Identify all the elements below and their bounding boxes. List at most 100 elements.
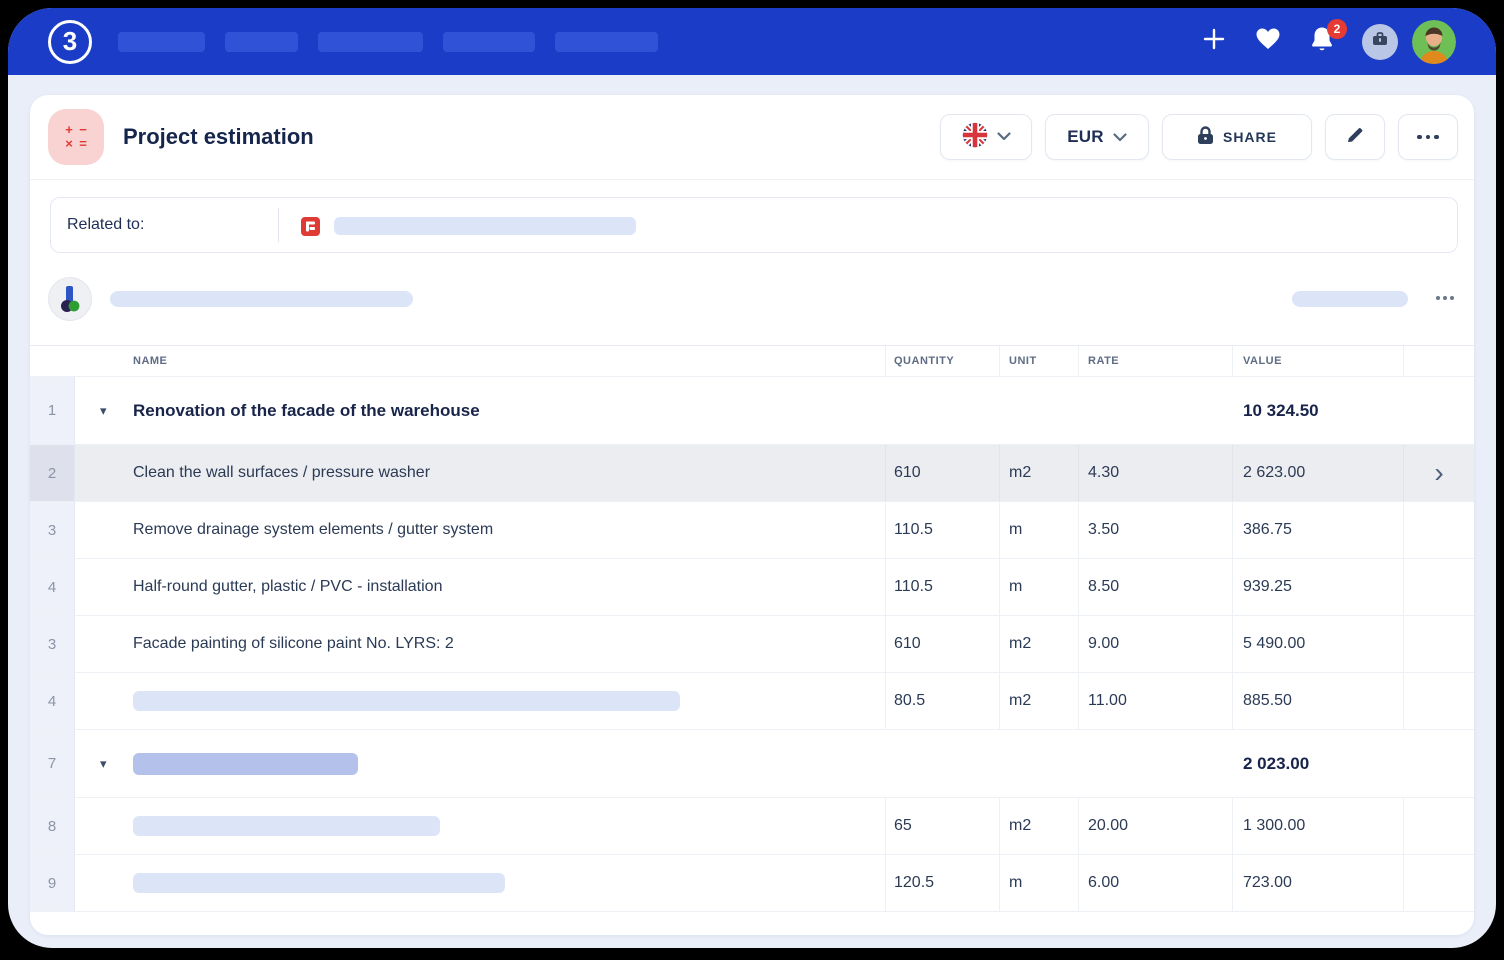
- row-number: 7: [30, 730, 75, 797]
- group-title: Renovation of the facade of the warehous…: [133, 401, 480, 421]
- estimate-meta-placeholder: [1292, 291, 1408, 307]
- ellipsis-icon: [1417, 135, 1439, 140]
- item-rate: 6.00: [1079, 855, 1233, 911]
- item-name: Remove drainage system elements / gutter…: [75, 502, 886, 558]
- more-options-button[interactable]: [1398, 114, 1458, 160]
- app-screen: 3 2: [8, 8, 1496, 948]
- table-row[interactable]: 2 Clean the wall surfaces / pressure was…: [30, 445, 1474, 502]
- language-selector[interactable]: [940, 114, 1032, 160]
- table-row[interactable]: 8 65 m2 20.00 1 300.00: [30, 798, 1474, 855]
- item-name: Facade painting of silicone paint No. LY…: [75, 616, 886, 672]
- row-actions: [1404, 616, 1474, 672]
- table-row[interactable]: 3 Remove drainage system elements / gutt…: [30, 502, 1474, 559]
- item-unit: m: [1000, 559, 1079, 615]
- group-value: 10 324.50: [1233, 377, 1404, 444]
- header-actions: EUR SHARE: [940, 114, 1458, 160]
- group-value: 2 023.00: [1233, 730, 1404, 797]
- edit-button[interactable]: [1325, 114, 1385, 160]
- user-avatar[interactable]: [1412, 20, 1456, 64]
- item-quantity: 65: [886, 798, 1000, 854]
- collapse-triangle-icon[interactable]: ▾: [100, 756, 114, 772]
- column-header-quantity[interactable]: QUANTITY: [886, 346, 1000, 376]
- item-unit: m2: [1000, 616, 1079, 672]
- row-number: 2: [30, 445, 75, 501]
- plus-icon: [1202, 27, 1226, 56]
- uk-flag-icon: [962, 122, 988, 153]
- table-row[interactable]: 4 80.5 m2 11.00 885.50: [30, 673, 1474, 730]
- table-row[interactable]: 3 Facade painting of silicone paint No. …: [30, 616, 1474, 673]
- divider: [278, 208, 279, 242]
- row-actions: [1404, 798, 1474, 854]
- item-unit: m: [1000, 855, 1079, 911]
- row-number: 3: [30, 616, 75, 672]
- column-header-unit[interactable]: UNIT: [1000, 346, 1079, 376]
- add-button[interactable]: [1200, 28, 1228, 56]
- item-unit: m: [1000, 502, 1079, 558]
- item-value: 386.75: [1233, 502, 1404, 558]
- collapse-triangle-icon[interactable]: ▾: [100, 403, 114, 419]
- nav-item-placeholder[interactable]: [118, 32, 205, 52]
- item-value: 2 623.00: [1233, 445, 1404, 501]
- row-number: 1: [30, 377, 75, 444]
- item-value: 5 490.00: [1233, 616, 1404, 672]
- item-quantity: 120.5: [886, 855, 1000, 911]
- briefcase-icon: [1371, 30, 1389, 53]
- item-quantity: 610: [886, 445, 1000, 501]
- table-row[interactable]: 4 Half-round gutter, plastic / PVC - ins…: [30, 559, 1474, 616]
- project-estimation-card: +−×= Project estimation: [30, 95, 1474, 935]
- table-header-row: NAME QUANTITY UNIT RATE VALUE: [30, 345, 1474, 377]
- item-name: Half-round gutter, plastic / PVC - insta…: [75, 559, 886, 615]
- nav-item-placeholder[interactable]: [225, 32, 298, 52]
- item-rate: 8.50: [1079, 559, 1233, 615]
- table-row-group[interactable]: 7 ▾ 2 023.00: [30, 730, 1474, 798]
- item-rate: 4.30: [1079, 445, 1233, 501]
- row-more-options-button[interactable]: [1436, 296, 1454, 300]
- row-actions: [1404, 673, 1474, 729]
- item-quantity: 110.5: [886, 502, 1000, 558]
- table-row-group[interactable]: 1 ▾ Renovation of the facade of the ware…: [30, 377, 1474, 445]
- column-header-name[interactable]: NAME: [30, 346, 886, 376]
- estimate-name-placeholder: [110, 291, 413, 307]
- share-label: SHARE: [1223, 129, 1277, 145]
- row-number: 3: [30, 502, 75, 558]
- row-number: 4: [30, 673, 75, 729]
- related-item-placeholder[interactable]: [334, 217, 636, 235]
- navbar-actions: 2: [1200, 20, 1456, 64]
- share-button[interactable]: SHARE: [1162, 114, 1312, 160]
- item-unit: m2: [1000, 673, 1079, 729]
- favorites-button[interactable]: [1254, 28, 1282, 56]
- column-header-value[interactable]: VALUE: [1233, 346, 1404, 376]
- row-actions: [1404, 559, 1474, 615]
- nav-item-placeholder[interactable]: [443, 32, 535, 52]
- nav-item-placeholder[interactable]: [555, 32, 658, 52]
- row-number: 9: [30, 855, 75, 911]
- card-header: +−×= Project estimation: [30, 95, 1474, 180]
- row-actions: [1404, 377, 1474, 444]
- item-unit: m2: [1000, 798, 1079, 854]
- item-rate: 3.50: [1079, 502, 1233, 558]
- pencil-icon: [1345, 125, 1365, 150]
- item-name: Clean the wall surfaces / pressure washe…: [75, 445, 886, 501]
- workspace-avatar[interactable]: [1362, 24, 1398, 60]
- item-rate: 11.00: [1079, 673, 1233, 729]
- item-quantity: 80.5: [886, 673, 1000, 729]
- item-quantity: 110.5: [886, 559, 1000, 615]
- related-to-label: Related to:: [67, 216, 144, 234]
- company-logo-avatar[interactable]: [48, 277, 92, 321]
- related-project-icon: [300, 216, 321, 242]
- column-header-actions: [1404, 346, 1474, 376]
- open-row-chevron-icon[interactable]: ›: [1404, 445, 1474, 501]
- heart-icon: [1255, 27, 1281, 56]
- brand-logo[interactable]: 3: [48, 20, 92, 64]
- column-header-rate[interactable]: RATE: [1079, 346, 1233, 376]
- table-row[interactable]: 9 120.5 m 6.00 723.00: [30, 855, 1474, 912]
- nav-item-placeholder[interactable]: [318, 32, 423, 52]
- group-title-placeholder: [133, 753, 358, 775]
- notifications-button[interactable]: 2: [1308, 28, 1336, 56]
- currency-selector[interactable]: EUR: [1045, 114, 1149, 160]
- item-rate: 20.00: [1079, 798, 1233, 854]
- main-nav: [118, 32, 658, 52]
- estimation-calculator-icon: +−×=: [48, 109, 104, 165]
- row-actions: [1404, 855, 1474, 911]
- item-name-placeholder: [133, 691, 680, 711]
